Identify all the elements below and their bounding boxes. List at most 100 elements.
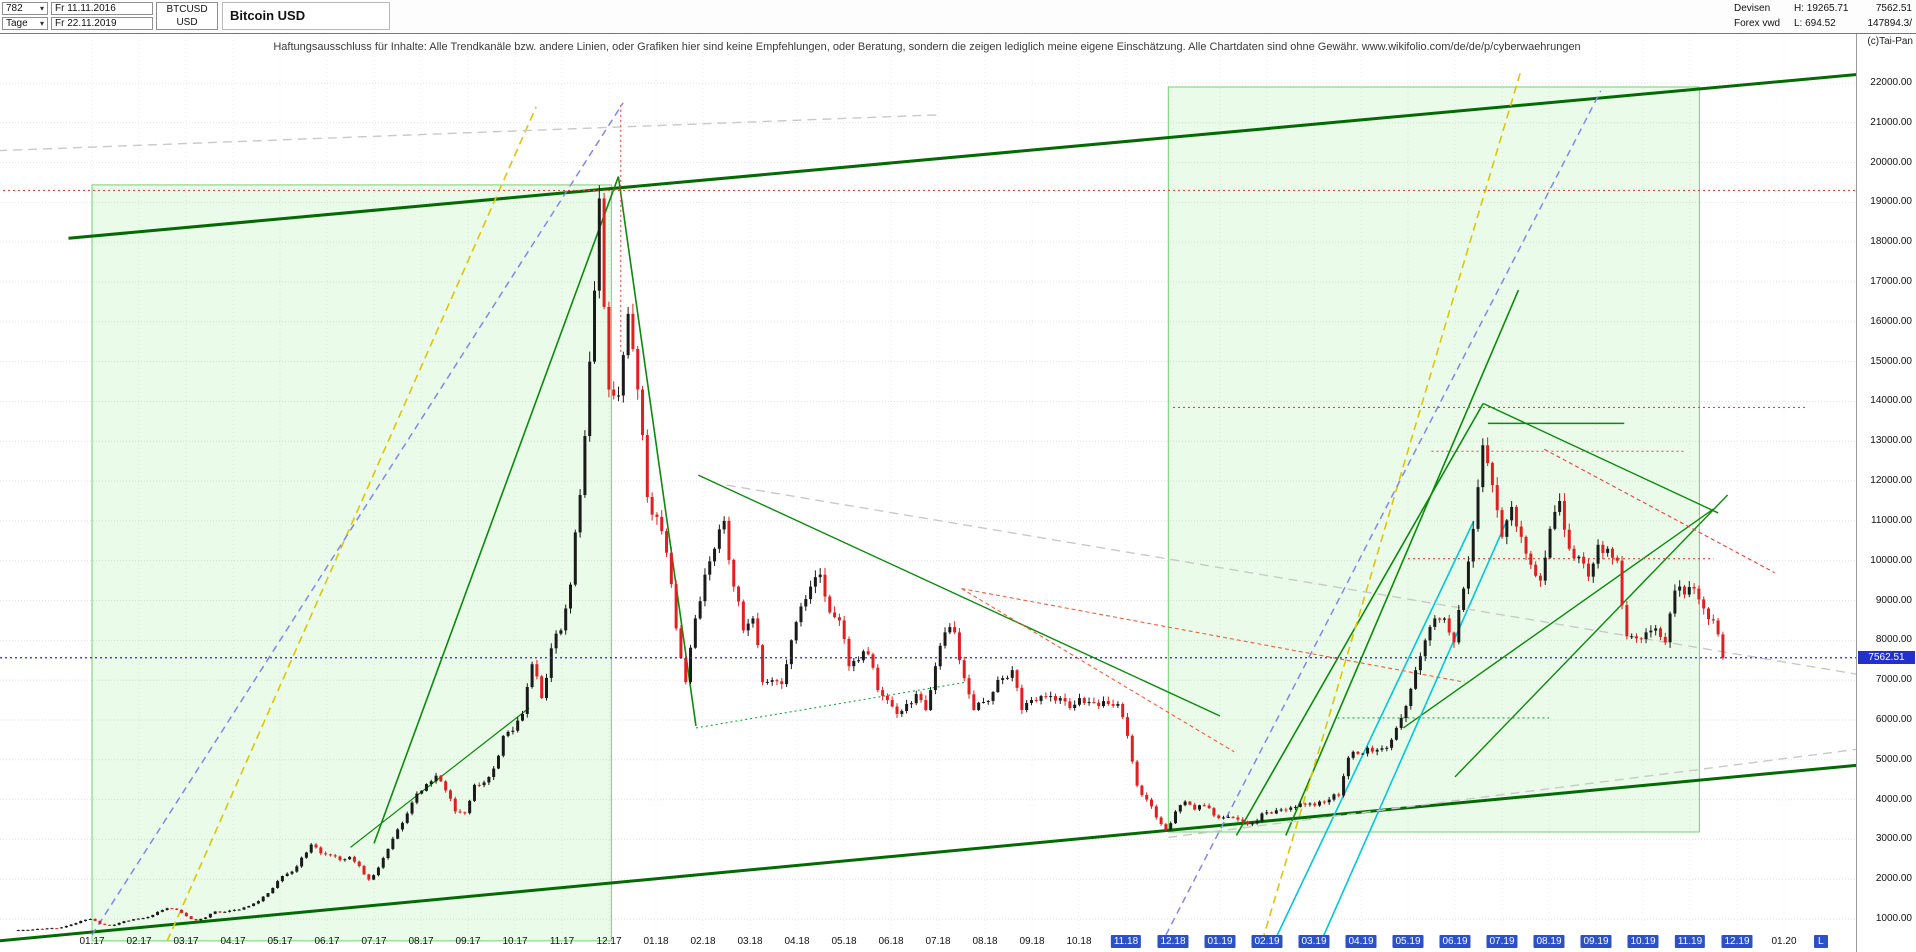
x-axis-label: 07.19 [1486,935,1518,948]
x-axis-label: 05.18 [831,936,857,947]
yellow-trendline-2017 [166,106,537,942]
blue-dashed-2019 [1165,90,1602,936]
x-axis-label: 01.19 [1204,935,1236,948]
rally-2019-trendline-2 [1285,289,1520,836]
cyan-fan-line-2 [1317,520,1508,948]
y-axis-tick: 14000.00 [1870,395,1912,407]
symbol-currency: USD [176,17,198,28]
x-axis-label: 07.18 [925,936,951,947]
chevron-down-icon: ▾ [39,4,44,13]
chart-header: 782 ▾ Tage ▾ Fr 11.11.2016 Fr 22.11.2019… [0,0,1916,34]
rising-support-2019-2 [1402,508,1714,729]
x-axis-label: 12.19 [1721,935,1753,948]
period-value: Tage [6,18,28,29]
last-price-label: 7562.51 [1875,3,1912,14]
symbol-box: BTCUSD USD [156,2,218,30]
period-low-label: L: 694.52 [1794,18,1836,29]
chart-title: Bitcoin USD [222,2,390,30]
y-axis-tick: 19000.00 [1870,196,1912,208]
x-axis-label: 10.17 [502,936,528,947]
x-axis-label: 12.18 [1157,935,1189,948]
date-to-field[interactable]: Fr 22.11.2019 [51,17,153,30]
x-axis-label: 09.17 [455,936,481,947]
y-axis-tick: 6000.00 [1875,713,1912,725]
volume-label: 147894.3/ [1867,18,1913,29]
time-axis[interactable]: L 01.17 02.17 03.17 04.17 05.17 06.17 07.17 08.… [0,933,1856,952]
grid [0,36,1856,934]
period-dropdown[interactable]: Tage ▾ [2,17,48,30]
green-dotted-rise-2018 [695,681,967,729]
y-axis-tick: 17000.00 [1870,276,1912,288]
x-axis-label: 11.19 [1674,935,1706,948]
copyright-label: (c)Tai-Pan [1867,36,1913,47]
date-from-field[interactable]: Fr 11.11.2016 [51,2,153,15]
y-axis-tick: 15000.00 [1870,355,1912,367]
x-axis-label: 08.19 [1533,935,1565,948]
current-price-tag: 7562.51 [1858,650,1915,664]
trend-lines [0,70,1874,948]
x-axis-label: 01.17 [79,936,105,947]
gray-dashed-bottom [1168,747,1869,839]
y-axis-tick: 16000.00 [1870,315,1912,327]
candlestick-series [16,185,1725,932]
x-axis-label: 12.17 [596,936,622,947]
price-axis[interactable]: (c)Tai-Pan 7562.51 22000.00 21000.00 20000… [1856,33,1916,952]
y-axis-tick: 10000.00 [1870,554,1912,566]
x-axis-label: 04.17 [220,936,246,947]
x-axis-label: 04.18 [784,936,810,947]
y-axis-tick: 1000.00 [1875,913,1912,924]
x-axis-label: 08.18 [972,936,998,947]
x-axis-label: 10.19 [1627,935,1659,948]
descending-2018-trendline [698,474,1221,717]
selection-regions [91,86,1700,942]
y-axis-tick: 13000.00 [1870,435,1912,447]
source-label: Forex vwd [1734,18,1781,29]
upper-channel-line [68,71,1874,240]
gray-dashed-top [0,114,939,152]
x-axis-label: 01.20 [1771,936,1797,947]
y-axis-tick: 4000.00 [1875,793,1912,805]
red-dashed-decline-3 [1544,448,1775,574]
bars-count-dropdown[interactable]: 782 ▾ [2,2,48,15]
y-axis-tick: 7000.00 [1875,674,1912,686]
market-label: Devisen [1734,3,1771,14]
selection-box-2017 [91,184,612,942]
y-axis-tick: 8000.00 [1875,634,1912,646]
rally-2019-trendline [1235,403,1484,836]
x-axis-label: 02.18 [690,936,716,947]
x-axis-label: 02.17 [126,936,152,947]
x-axis-label: 06.18 [878,936,904,947]
x-axis-label: 10.18 [1066,936,1092,947]
red-dashed-decline-1 [961,588,1465,683]
x-axis-label: 03.19 [1298,935,1330,948]
date-from-value: Fr 11.11.2016 [55,3,116,14]
period-high-label: H: 19265.71 [1794,3,1849,14]
y-axis-tick: 9000.00 [1875,594,1912,606]
x-axis-label: 02.19 [1251,935,1283,948]
y-axis-tick: 20000.00 [1870,156,1912,168]
x-axis-label: 09.18 [1019,936,1045,947]
x-axis-label: 06.19 [1439,935,1471,948]
gray-dashed-mid [726,484,1869,677]
y-axis-tick: 5000.00 [1875,753,1912,765]
y-axis-tick: 2000.00 [1875,873,1912,885]
chevron-down-icon: ▾ [39,19,44,28]
date-to-value: Fr 22.11.2019 [55,18,117,29]
y-axis-tick: 3000.00 [1875,833,1912,845]
y-axis-tick: 22000.00 [1870,77,1912,88]
bars-count-value: 782 [6,3,23,14]
symbol-code: BTCUSD [166,4,208,15]
x-axis-label: 06.17 [314,936,340,947]
lower-channel-line [0,762,1874,943]
scale-toggle-linear[interactable]: L [1814,935,1828,948]
crash-2018-trendline [617,176,697,727]
x-axis-label: 05.17 [267,936,293,947]
x-axis-label: 09.19 [1580,935,1612,948]
x-axis-label: 11.18 [1110,935,1142,948]
x-axis-label: 01.18 [643,936,669,947]
cyan-fan-line-1 [1270,520,1475,948]
rally-2017-trendline [373,176,620,844]
yellow-trendline-2019 [1261,70,1522,942]
